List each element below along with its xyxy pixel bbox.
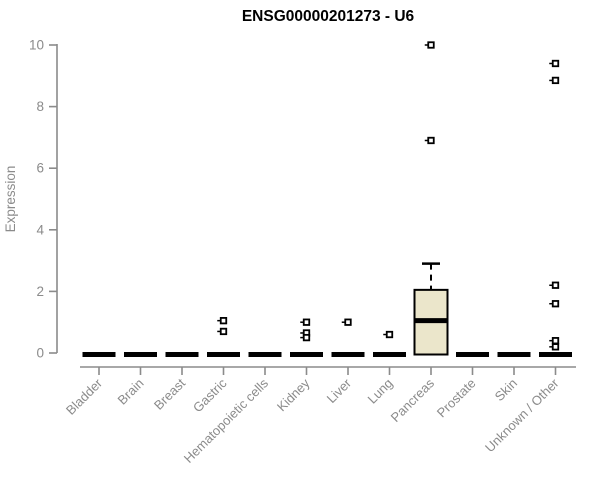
outlier-point (219, 317, 228, 325)
box-hematopoietic-cells (248, 352, 282, 357)
x-tick-label-breast: Breast (151, 375, 188, 412)
y-tick-label: 8 (36, 99, 44, 114)
y-tick-label: 4 (36, 222, 44, 237)
x-tick-label-skin: Skin (492, 376, 520, 404)
outlier-point (427, 136, 435, 145)
outlier-point (219, 327, 228, 336)
box-breast (165, 352, 199, 357)
flat-box-unknown-other (539, 352, 572, 357)
x-tick-label-liver: Liver (324, 375, 355, 406)
x-tick-label-gastric: Gastric (190, 375, 230, 415)
chart-title: ENSG00000201273 - U6 (242, 8, 415, 25)
x-tick-label-prostate: Prostate (434, 376, 479, 421)
box-brain (124, 352, 157, 357)
outlier-point (344, 318, 352, 326)
y-axis: 0 2 4 6 8 10 (29, 38, 58, 361)
box-gastric (207, 317, 240, 357)
outlier-point (551, 281, 560, 289)
y-tick-label: 10 (29, 38, 44, 53)
box-pancreas (413, 41, 449, 356)
flat-box-prostate (456, 352, 489, 357)
flat-box-breast (165, 352, 199, 357)
box-marks (82, 41, 572, 357)
box-unknown-other (539, 59, 572, 357)
outlier-point (385, 330, 394, 339)
flat-box-bladder (82, 352, 116, 357)
flat-box-hematopoietic-cells (248, 352, 282, 357)
y-tick-label: 2 (36, 284, 44, 299)
x-tick-label-kidney: Kidney (274, 375, 313, 414)
outlier-point (551, 300, 560, 308)
x-tick-label-unknown-other: Unknown / Other (482, 375, 562, 455)
box-lung (373, 330, 406, 357)
box-liver (331, 318, 365, 357)
y-tick-label: 6 (36, 161, 44, 176)
y-tick-label: 0 (36, 346, 44, 361)
flat-box-kidney (290, 352, 323, 357)
flat-box-gastric (207, 352, 240, 357)
x-tick-label-lung: Lung (365, 376, 396, 407)
y-axis-title: Expression (3, 166, 18, 233)
box-kidney (290, 318, 323, 357)
flat-box-liver (331, 352, 365, 357)
flat-box-skin (497, 352, 531, 357)
x-tick-label-bladder: Bladder (63, 375, 106, 418)
box-bladder (82, 352, 116, 357)
outlier-point (551, 337, 560, 345)
flat-box-lung (373, 352, 406, 357)
x-tick-label-pancreas: Pancreas (388, 375, 438, 425)
outlier-point (302, 318, 311, 326)
flat-box-brain (124, 352, 157, 357)
outlier-point (551, 343, 560, 351)
outlier-point (551, 59, 560, 68)
outlier-point (302, 333, 311, 342)
outlier-point (551, 76, 560, 85)
x-tick-label-brain: Brain (115, 376, 147, 408)
box-prostate (456, 352, 489, 357)
outlier-point (427, 41, 435, 49)
box-skin (497, 352, 531, 357)
